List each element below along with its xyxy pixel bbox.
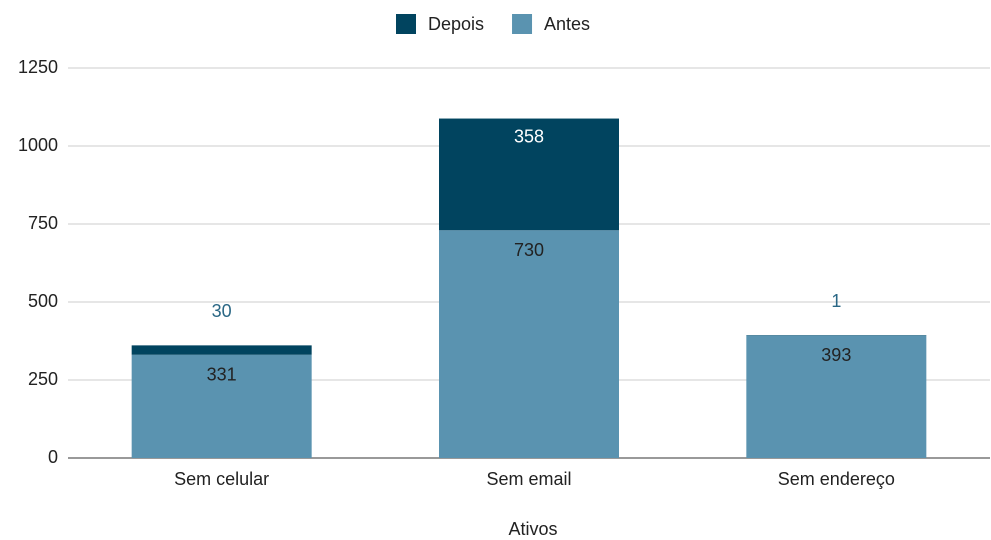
bar-segment [746,335,927,458]
x-tick-label: Sem endereço [778,469,895,489]
y-tick-label: 1250 [18,57,58,77]
legend-swatch [512,14,533,34]
bar-segment [439,230,619,458]
data-label: 730 [514,240,544,260]
legend-label: Antes [544,14,590,34]
y-tick-label: 0 [48,447,58,467]
legend-label: Depois [428,14,484,34]
bar-segment [131,354,312,458]
bar-segment [439,118,619,231]
bar-segment [131,345,312,355]
y-tick-label: 250 [28,369,58,389]
y-tick-label: 750 [28,213,58,233]
data-label: 1 [831,291,841,311]
x-tick-label: Sem celular [174,469,269,489]
y-tick-label: 1000 [18,135,58,155]
legend-swatch [396,14,416,34]
x-axis-title: Ativos [508,519,557,539]
y-tick-label: 500 [28,291,58,311]
data-label: 331 [207,364,237,384]
data-label: 358 [514,126,544,146]
x-tick-label: Sem email [486,469,571,489]
data-label: 393 [821,345,851,365]
data-label: 30 [212,301,232,321]
